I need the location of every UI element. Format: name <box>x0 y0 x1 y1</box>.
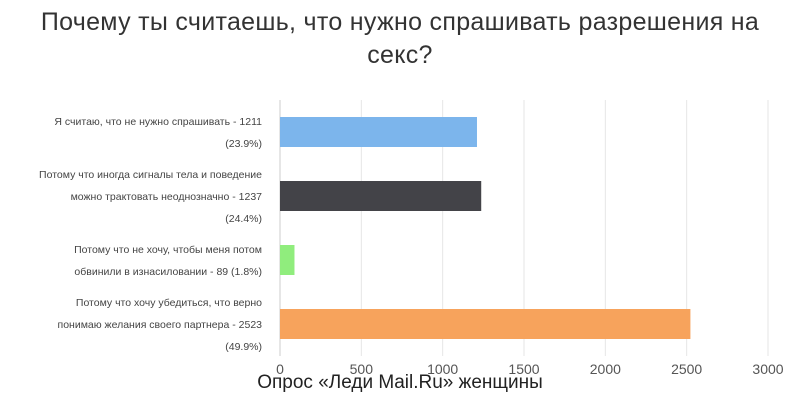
category-label: понимаю желания своего партнера - 2523 <box>58 319 263 331</box>
chart-title: Почему ты считаешь, что нужно спрашивать… <box>40 8 760 69</box>
x-tick-label: 2500 <box>671 361 702 377</box>
x-tick-label: 1000 <box>427 361 458 377</box>
x-tick-label: 1500 <box>508 361 539 377</box>
x-axis-ticks: 0 500 1000 1500 2000 2500 3000 <box>276 361 784 377</box>
bar <box>280 245 295 275</box>
x-tick-label: 0 <box>276 361 284 377</box>
category-label: Потому что не хочу, чтобы меня потом <box>74 244 262 256</box>
category-label: (49.9%) <box>225 341 262 353</box>
category-label: можно трактовать неоднозначно - 1237 <box>71 191 263 203</box>
x-tick-label: 500 <box>350 361 374 377</box>
source-note: Опрос «Леди Mail.Ru» женщины <box>257 372 543 393</box>
x-tick-label: 2000 <box>590 361 621 377</box>
category-labels: Я считаю, что не нужно спрашивать - 1211… <box>39 116 262 353</box>
bars <box>280 117 691 339</box>
category-label: Потому что иногда сигналы тела и поведен… <box>39 169 262 181</box>
bar <box>280 117 477 147</box>
category-label: Я считаю, что не нужно спрашивать - 1211 <box>54 116 262 128</box>
category-label: (24.4%) <box>225 213 262 225</box>
bar <box>280 181 482 211</box>
category-label: (23.9%) <box>225 138 262 150</box>
bar <box>280 309 691 339</box>
category-label: обвинили в изнасиловании - 89 (1.8%) <box>74 266 262 278</box>
x-tick-label: 3000 <box>752 361 783 377</box>
category-label: Потому что хочу убедиться, что верно <box>76 297 262 309</box>
